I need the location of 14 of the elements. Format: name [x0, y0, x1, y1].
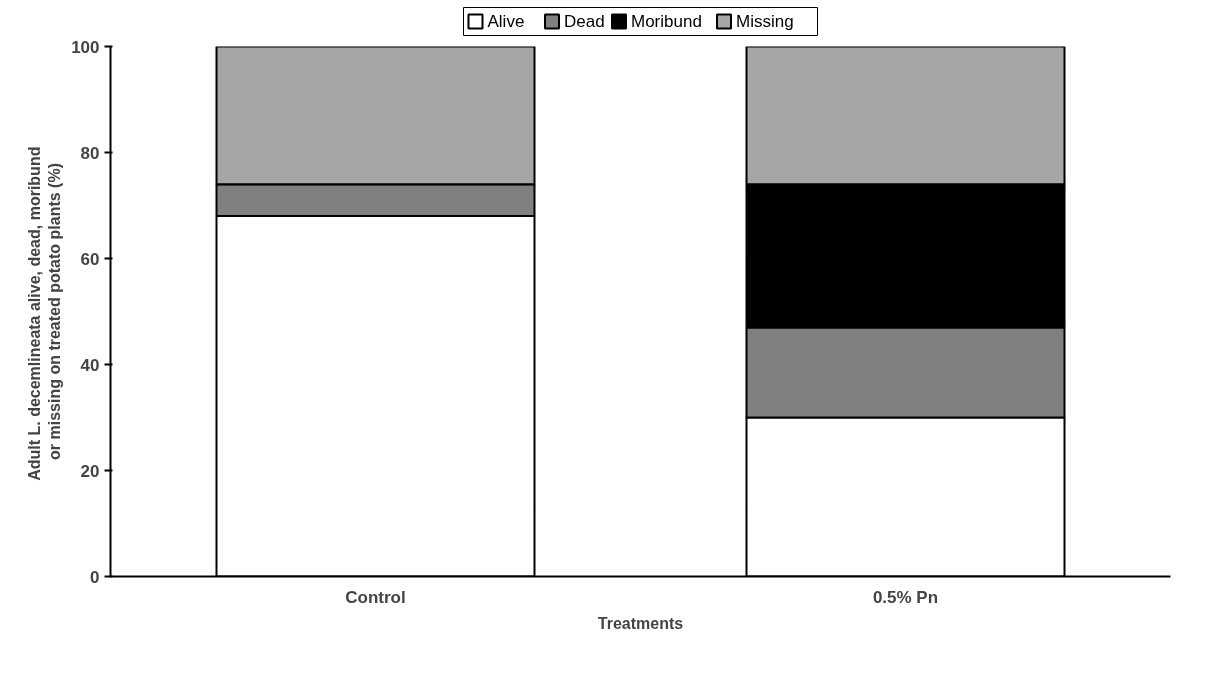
legend-label: Moribund	[631, 12, 702, 31]
y-tick-label: 60	[80, 249, 100, 269]
y-tick-label: 80	[80, 143, 100, 163]
y-tick-label: 0	[90, 567, 100, 587]
y-tick-label: 20	[80, 461, 100, 481]
y-tick-label: 40	[80, 355, 100, 375]
x-tick-label: Control	[345, 587, 406, 607]
x-tick-label: 0.5% Pn	[872, 587, 939, 607]
legend-label: Missing	[736, 12, 794, 31]
legend-label: Alive	[487, 12, 525, 31]
x-axis-title: Treatments	[597, 614, 684, 632]
y-tick-label: 100	[71, 37, 100, 57]
y-axis-title: Adult L. decemlineata alive, dead, moribund or missing on treated potato plants (%)	[25, 146, 64, 481]
legend-label: Dead	[564, 12, 605, 31]
